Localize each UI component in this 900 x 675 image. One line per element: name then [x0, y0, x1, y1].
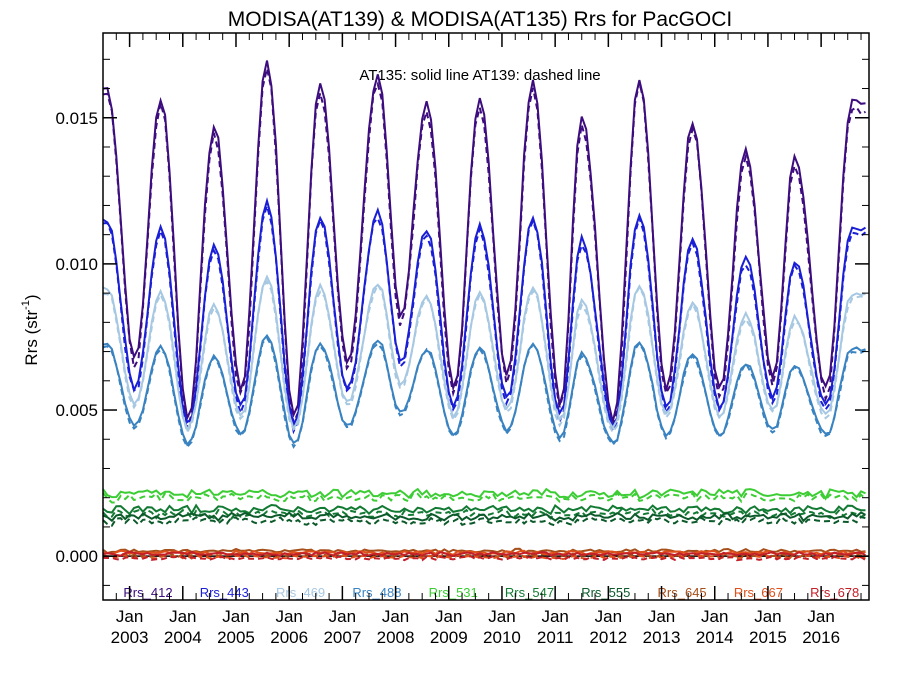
series-line-rrs-443-dashed — [102, 202, 867, 435]
series-line-rrs-531-dashed — [102, 491, 867, 504]
y-tick-label: 0.015 — [55, 109, 98, 128]
x-tick-year: 2014 — [696, 628, 734, 647]
legend-label-rrs-678: Rrs_678 — [810, 585, 859, 600]
x-tick-year: 2004 — [164, 628, 202, 647]
x-tick-month: Jan — [116, 607, 143, 626]
legend-label-rrs-547: Rrs_547 — [505, 585, 554, 600]
plot-frame — [102, 32, 870, 601]
x-tick-month: Jan — [169, 607, 196, 626]
x-tick-year: 2013 — [643, 628, 681, 647]
legend-label-rrs-645: Rrs_645 — [658, 585, 707, 600]
x-tick-month: Jan — [541, 607, 568, 626]
x-tick-year: 2009 — [430, 628, 468, 647]
legend-label-rrs-412: Rrs_412 — [123, 585, 172, 600]
legend-label-rrs-469: Rrs_469 — [276, 585, 325, 600]
legend-label-rrs-531: Rrs_531 — [429, 585, 478, 600]
legend-label-rrs-488: Rrs_488 — [352, 585, 401, 600]
x-tick-year: 2006 — [270, 628, 308, 647]
series-line-rrs-488-solid — [102, 333, 866, 447]
x-tick-year: 2012 — [589, 628, 627, 647]
series-lines — [102, 60, 867, 562]
svg-text:Rrs (str-1): Rrs (str-1) — [20, 294, 41, 365]
x-tick-month: Jan — [754, 607, 781, 626]
x-tick-month: Jan — [701, 607, 728, 626]
series-line-rrs-555-solid — [102, 511, 866, 523]
y-tick-label: 0.005 — [55, 401, 98, 420]
series-line-rrs-678-dashed — [102, 555, 867, 562]
series-line-rrs-531-solid — [102, 487, 866, 501]
x-tick-year: 2015 — [749, 628, 787, 647]
x-tick-year: 2007 — [323, 628, 361, 647]
x-tick-month: Jan — [275, 607, 302, 626]
legend-label-rrs-667: Rrs_667 — [734, 585, 783, 600]
y-axis-label-close: ) — [22, 294, 41, 300]
series-line-rrs-555-dashed — [102, 515, 866, 527]
x-tick-year: 2010 — [483, 628, 521, 647]
x-tick-month: Jan — [488, 607, 515, 626]
x-tick-year: 2011 — [537, 628, 574, 647]
x-tick-year: 2005 — [217, 628, 255, 647]
x-tick-month: Jan — [382, 607, 409, 626]
legend: Rrs_412 Rrs_443 Rrs_469 Rrs_488 Rrs_531 Rrs_5… — [123, 585, 859, 600]
x-tick-month: Jan — [435, 607, 462, 626]
series-line-rrs-547-solid — [102, 503, 866, 516]
x-tick-year: 2003 — [111, 628, 149, 647]
y-axis-label: Rrs (str-1) — [20, 294, 41, 365]
y-tick-label: 0.000 — [55, 547, 98, 566]
chart-title: MODISA(AT139) & MODISA(AT135) Rrs for Pa… — [228, 8, 732, 31]
x-tick-month: Jan — [595, 607, 622, 626]
x-tick-month: Jan — [807, 607, 834, 626]
x-tick-year: 2008 — [377, 628, 415, 647]
legend-label-rrs-443: Rrs_443 — [200, 585, 249, 600]
legend-label-rrs-555: Rrs_555 — [581, 585, 630, 600]
series-line-rrs-678-solid — [102, 550, 866, 558]
x-tick-year: 2016 — [802, 628, 840, 647]
y-axis-label-text: Rrs (str — [22, 310, 41, 366]
x-tick-month: Jan — [329, 607, 356, 626]
x-tick-month: Jan — [648, 607, 675, 626]
y-axis-label-superscript: -1 — [20, 300, 32, 310]
x-tick-month: Jan — [222, 607, 249, 626]
y-tick-label: 0.010 — [55, 255, 98, 274]
axes: 0.000 0.005 0.010 0.015 Jan 2003 Jan 2004 Jan 200… — [55, 32, 870, 647]
line-style-annotation: AT135: solid line AT139: dashed line — [359, 67, 600, 84]
series-line-rrs-645-solid — [102, 547, 866, 555]
